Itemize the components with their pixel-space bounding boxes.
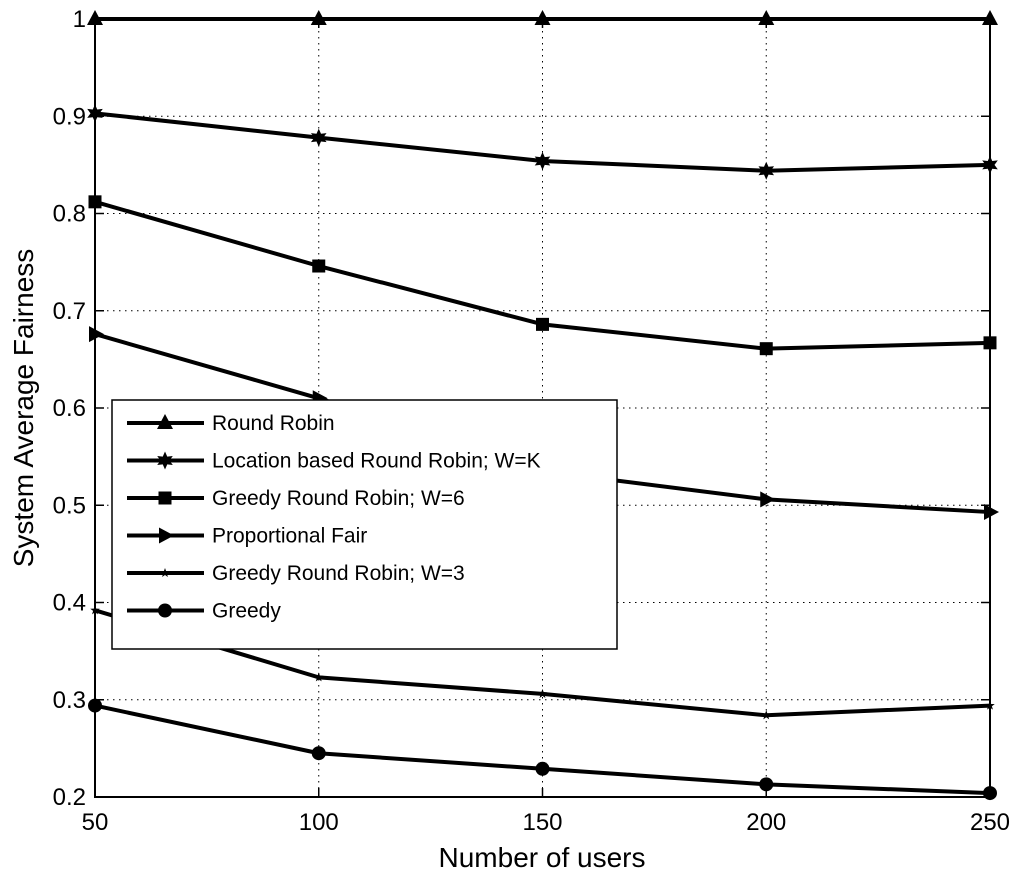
data-point-series-6	[535, 761, 550, 776]
data-point-series-5	[313, 672, 324, 682]
data-point-series-3	[312, 259, 326, 273]
data-point-series-1	[534, 10, 551, 25]
data-point-series-5	[761, 710, 772, 720]
x-tick-label: 150	[522, 809, 562, 836]
data-point-series-1	[982, 10, 998, 25]
series-markers	[87, 10, 999, 801]
legend-box	[111, 399, 618, 650]
data-point-series-2	[310, 128, 327, 147]
x-axis-title: Number of users	[439, 842, 646, 873]
data-point-series-3	[759, 342, 773, 356]
data-point-series-3	[983, 336, 997, 350]
y-tick-label: 0.4	[53, 590, 86, 617]
x-tick-label: 50	[82, 809, 109, 836]
data-point-series-6	[311, 746, 326, 761]
data-point-series-4	[760, 491, 776, 508]
y-axis-title: System Average Fairness	[8, 249, 39, 568]
legend-marker-2	[157, 451, 173, 470]
x-tick-label: 100	[299, 809, 339, 836]
axis-ticks: 50 100 150 200 250 0.2 0.3 0.4 0.5 0.6 0.7 0.8 0.9 1	[53, 6, 1010, 836]
data-point-series-5	[537, 688, 548, 698]
data-point-series-2	[87, 104, 103, 123]
y-tick-label: 0.7	[53, 298, 86, 325]
legend: Round Robin Location based Round Robin; W…	[111, 399, 618, 650]
data-point-series-5	[985, 700, 995, 710]
data-point-series-5	[90, 605, 100, 615]
legend-marker-4	[159, 527, 174, 544]
legend-label-4: Proportional Fair	[212, 525, 367, 548]
legend-marker-3	[158, 491, 172, 505]
data-point-series-2	[758, 161, 775, 180]
y-tick-label: 0.2	[53, 784, 86, 811]
legend-label-1: Round Robin	[212, 412, 335, 435]
data-point-series-2	[534, 151, 551, 170]
data-point-series-3	[536, 317, 549, 331]
data-point-series-4	[984, 504, 999, 521]
data-point-series-6	[983, 786, 997, 801]
x-tick-label: 250	[970, 809, 1010, 836]
y-tick-label: 0.5	[53, 492, 86, 519]
grid	[95, 19, 990, 797]
x-tick-label: 200	[746, 809, 786, 836]
legend-marker-6	[158, 603, 172, 618]
data-point-series-6	[88, 698, 102, 713]
y-tick-label: 0.8	[53, 201, 86, 228]
y-tick-label: 0.9	[53, 103, 86, 130]
data-point-series-1	[758, 10, 775, 25]
y-tick-label: 1	[73, 6, 86, 33]
legend-marker-1	[157, 414, 173, 429]
y-tick-label: 0.6	[53, 395, 86, 422]
data-point-series-1	[310, 10, 327, 25]
legend-label-6: Greedy	[212, 600, 281, 623]
data-point-series-1	[87, 10, 103, 25]
data-point-series-6	[759, 777, 774, 792]
data-point-series-4	[89, 326, 104, 343]
data-point-series-3	[88, 195, 102, 209]
legend-label-3: Greedy Round Robin; W=6	[212, 487, 465, 510]
y-tick-label: 0.3	[53, 687, 86, 714]
legend-label-5: Greedy Round Robin; W=3	[212, 562, 465, 585]
legend-label-2: Location based Round Robin; W=K	[212, 450, 541, 473]
legend-marker-5	[160, 568, 170, 578]
data-point-series-2	[982, 155, 998, 174]
